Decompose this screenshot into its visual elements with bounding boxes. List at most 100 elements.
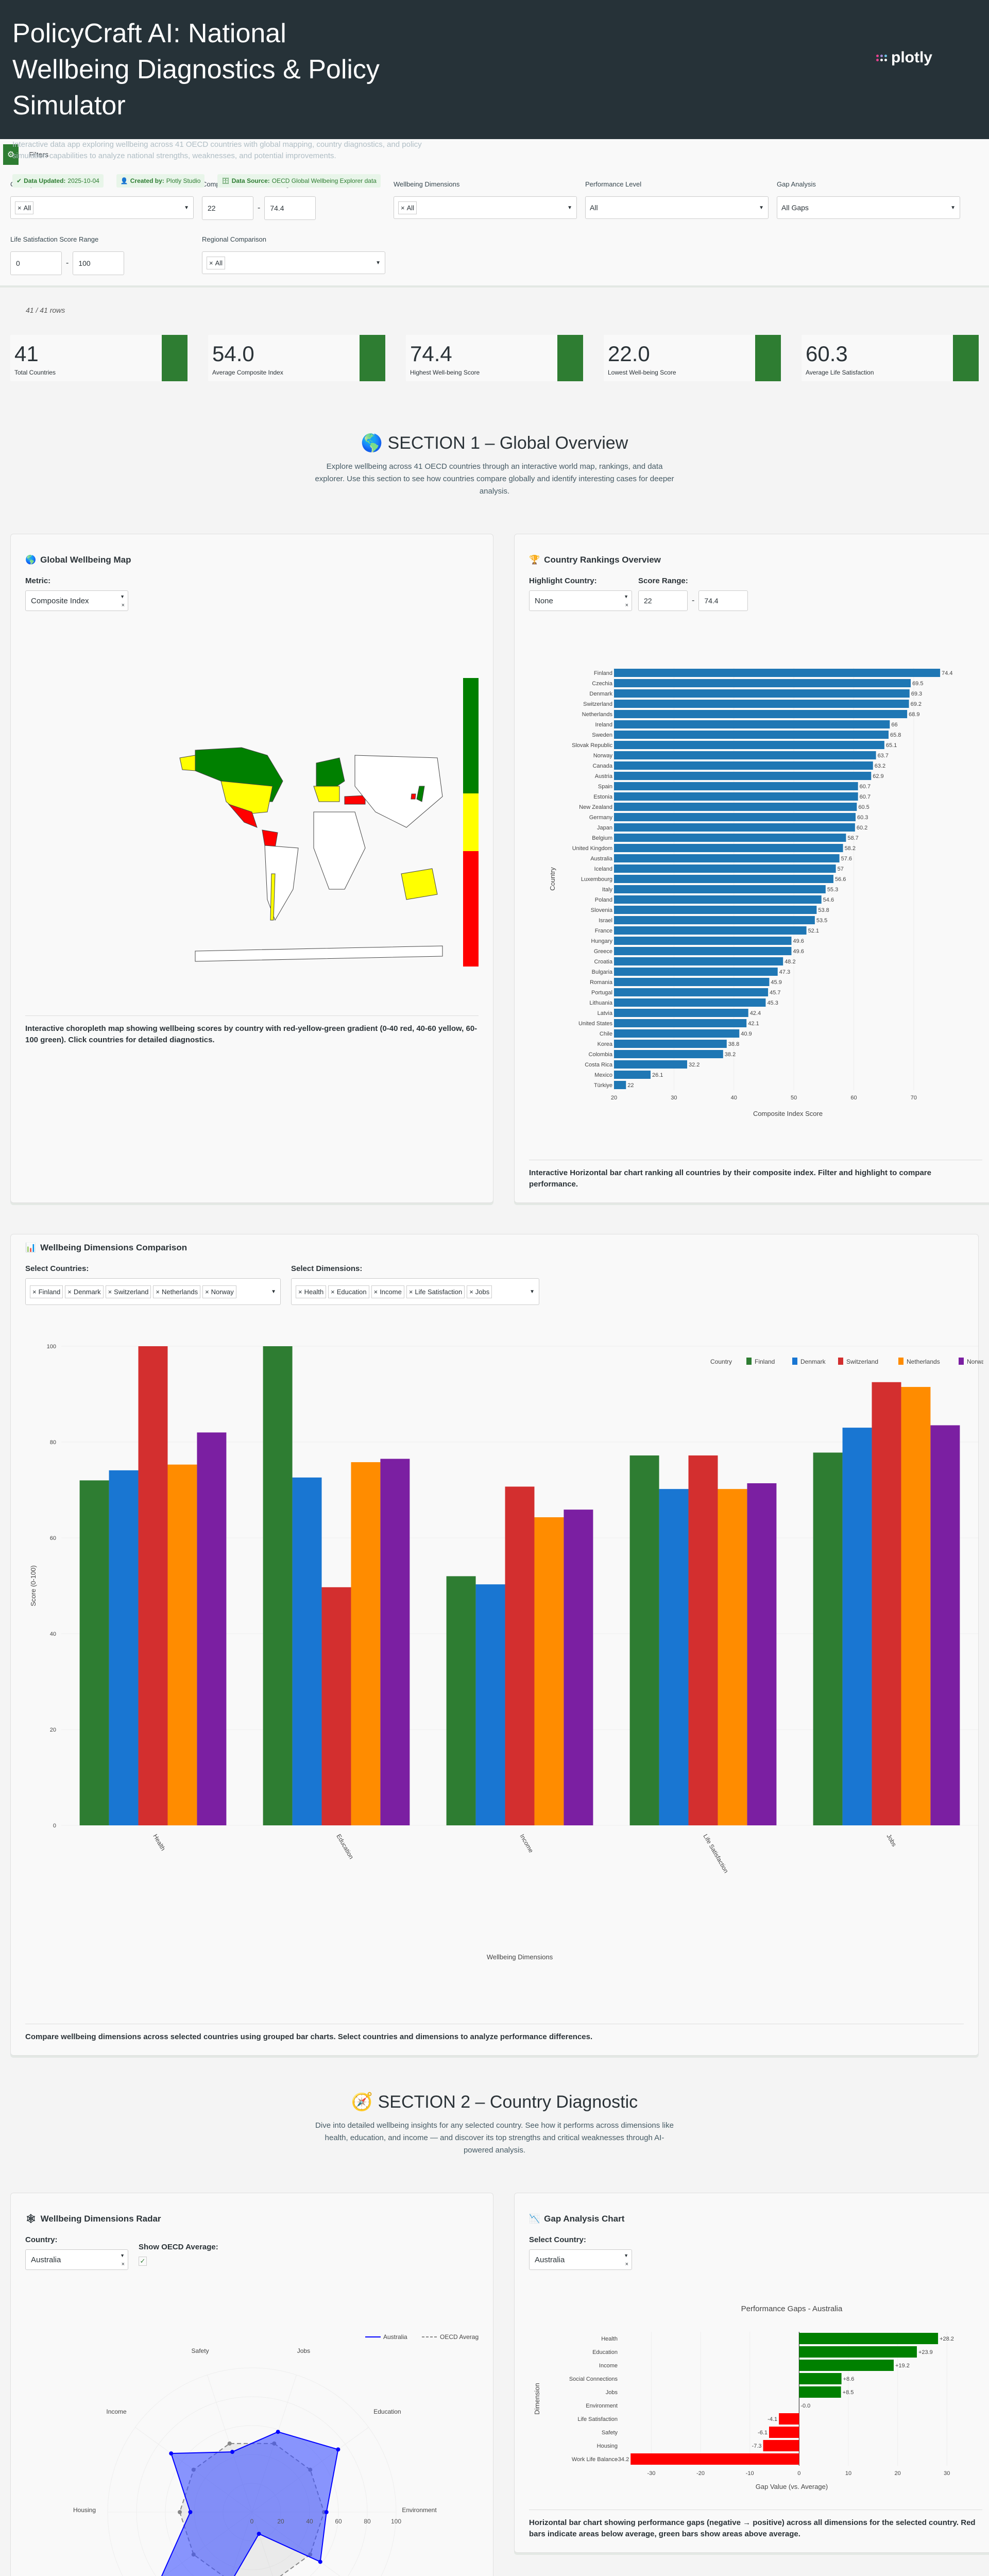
remove-icon[interactable]: × <box>401 204 405 212</box>
bar[interactable] <box>321 1587 351 1825</box>
selected-tag[interactable]: × Life Satisfaction <box>406 1285 465 1298</box>
map-region-usa[interactable] <box>220 781 273 815</box>
gap-country-dropdown[interactable]: Australia ▼ × <box>529 2249 632 2270</box>
map-region-korea[interactable] <box>411 793 416 800</box>
bar[interactable] <box>614 937 792 945</box>
legend-label[interactable]: Denmark <box>800 1358 826 1365</box>
bar[interactable] <box>614 679 911 687</box>
score-max-input[interactable]: 74.4 <box>698 590 748 611</box>
bar[interactable] <box>614 803 857 811</box>
radar-point[interactable] <box>227 2441 232 2446</box>
radar-point[interactable] <box>336 2447 340 2452</box>
legend-swatch[interactable] <box>959 1358 964 1365</box>
selected-tag[interactable]: × Switzerland <box>105 1285 151 1298</box>
radar-point[interactable] <box>169 2451 174 2456</box>
radar-point[interactable] <box>230 2450 235 2454</box>
bar[interactable] <box>614 906 817 914</box>
bar[interactable] <box>614 1071 651 1079</box>
map-region-south-america[interactable] <box>264 845 299 921</box>
bar[interactable] <box>614 741 884 749</box>
bar[interactable] <box>629 1455 659 1825</box>
map-region-mexico[interactable] <box>228 803 258 828</box>
dimensions-multiselect[interactable]: × Health × Education × Income × Life Satisfacti… <box>291 1278 539 1305</box>
radar-point[interactable] <box>318 2560 322 2564</box>
grouped-bar-chart[interactable]: 0 20 40 60 80 100 Health Education Income Life Sa… <box>25 1305 988 2011</box>
countries-multiselect[interactable]: × Finland × Denmark × Switzerland × Netherlands… <box>25 1278 281 1305</box>
bar[interactable] <box>614 968 778 976</box>
clear-icon[interactable]: × <box>121 2261 125 2267</box>
bar[interactable] <box>930 1425 960 1825</box>
bar[interactable] <box>842 1428 872 1825</box>
metric-dropdown[interactable]: Composite Index ▼ × <box>25 590 128 611</box>
legend-swatch[interactable] <box>792 1358 797 1365</box>
composite-min-input[interactable]: 22 <box>202 196 253 220</box>
remove-icon[interactable]: × <box>469 1287 473 1296</box>
life-max-input[interactable]: 100 <box>73 251 125 275</box>
legend-label[interactable]: Australia <box>383 2333 407 2341</box>
bar[interactable] <box>614 720 890 728</box>
bar[interactable] <box>614 926 807 935</box>
bar[interactable] <box>614 669 941 677</box>
bar[interactable] <box>799 2373 842 2384</box>
bar[interactable] <box>614 689 910 698</box>
bar[interactable] <box>614 813 856 821</box>
radar-point[interactable] <box>276 2430 280 2434</box>
bar[interactable] <box>799 2386 841 2398</box>
bar[interactable] <box>79 1480 109 1825</box>
bar[interactable] <box>263 1346 293 1825</box>
bar[interactable] <box>763 2440 799 2451</box>
bar[interactable] <box>614 710 908 718</box>
remove-icon[interactable]: × <box>108 1287 112 1296</box>
bar[interactable] <box>779 2413 799 2425</box>
bar[interactable] <box>614 782 858 790</box>
bar[interactable] <box>630 2453 799 2465</box>
selected-tag[interactable]: × Education <box>328 1285 369 1298</box>
bar[interactable] <box>813 1452 843 1825</box>
bar[interactable] <box>614 895 822 904</box>
bar[interactable] <box>475 1584 505 1825</box>
ranking-bar-chart[interactable]: 20 30 40 50 60 70 Finland 74.4 Czechia 69.5 Denmar… <box>529 611 982 1147</box>
radar-point[interactable] <box>324 2510 329 2514</box>
choropleth-map[interactable]: 100806040200Composite Index <box>25 611 497 1003</box>
remove-icon[interactable]: × <box>67 1287 72 1296</box>
bar[interactable] <box>718 1489 747 1825</box>
remove-icon[interactable]: × <box>209 259 213 267</box>
map-region-antarctica[interactable] <box>195 945 443 962</box>
bar[interactable] <box>614 1081 626 1089</box>
selected-tag[interactable]: × Income <box>371 1285 404 1298</box>
bar[interactable] <box>564 1510 593 1825</box>
bar[interactable] <box>614 1009 748 1017</box>
bar[interactable] <box>799 2333 939 2344</box>
bar[interactable] <box>351 1462 381 1825</box>
bar[interactable] <box>380 1459 410 1825</box>
sliders-icon[interactable]: ⚙ <box>3 144 19 165</box>
remove-icon[interactable]: × <box>32 1287 37 1296</box>
legend-swatch[interactable] <box>838 1358 843 1365</box>
bar[interactable] <box>534 1517 564 1825</box>
composite-max-input[interactable]: 74.4 <box>264 196 316 220</box>
legend-label[interactable]: Switzerland <box>846 1358 878 1365</box>
bar[interactable] <box>614 988 769 996</box>
map-region-africa[interactable] <box>313 811 366 890</box>
map-region-asia[interactable] <box>354 755 443 828</box>
bar[interactable] <box>614 916 815 924</box>
map-region-japan[interactable] <box>416 786 425 802</box>
remove-icon[interactable]: × <box>18 204 22 212</box>
bar[interactable] <box>614 1040 727 1048</box>
bar[interactable] <box>614 998 766 1007</box>
radar-trace[interactable] <box>161 2431 339 2576</box>
bar[interactable] <box>446 1576 476 1825</box>
map-region-europe-south[interactable] <box>313 786 340 802</box>
remove-icon[interactable]: × <box>373 1287 378 1296</box>
clear-icon[interactable]: × <box>625 2261 628 2267</box>
highlight-country-dropdown[interactable]: None ▼ × <box>529 590 632 611</box>
oecd-average-checkbox[interactable]: ✓ <box>139 2257 147 2266</box>
bar[interactable] <box>167 1464 197 1825</box>
radar-country-dropdown[interactable]: Australia ▼ × <box>25 2249 128 2270</box>
bar[interactable] <box>614 834 846 842</box>
bar[interactable] <box>292 1477 322 1825</box>
legend-label[interactable]: OECD Average (50) <box>440 2333 495 2341</box>
bar[interactable] <box>197 1432 227 1825</box>
bar[interactable] <box>614 823 855 832</box>
radar-point[interactable] <box>188 2510 193 2514</box>
